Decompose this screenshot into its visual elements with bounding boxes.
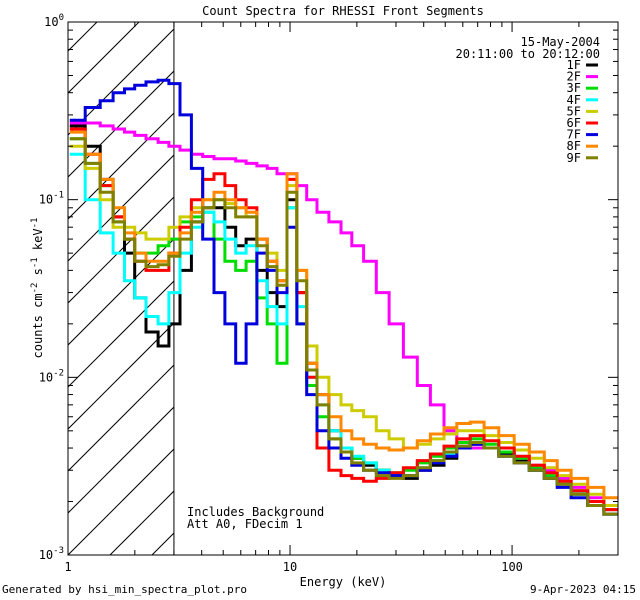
legend-label-5F: 5F	[567, 104, 581, 118]
y-tick-label: 10-1	[39, 191, 64, 207]
legend-label-2F: 2F	[567, 70, 581, 84]
legend-label-8F: 8F	[567, 139, 581, 153]
plot-frame	[67, 21, 619, 556]
hatch-line	[68, 154, 174, 262]
x-axis-label: Energy (keV)	[300, 575, 387, 589]
hatch-line	[68, 364, 174, 472]
series-line-8F	[69, 130, 618, 500]
hatch-line	[68, 280, 174, 388]
hatch-line	[320, 22, 640, 555]
series-group	[69, 78, 618, 516]
series-line-9F	[69, 137, 618, 516]
series-line-4F	[69, 152, 618, 516]
x-tick-label: 1	[64, 560, 71, 574]
axis-ticks: 1 10 100 100 10-1 10-2 10-3	[39, 13, 619, 574]
series-line-3F	[69, 137, 618, 512]
hatch-line	[572, 22, 640, 555]
x-tick-label: 100	[501, 560, 523, 574]
chart-title: Count Spectra for RHESSI Front Segments	[202, 4, 484, 18]
hatch-line	[68, 448, 174, 555]
hatch-line	[0, 22, 13, 555]
legend-label-7F: 7F	[567, 128, 581, 142]
series-line-1F	[69, 124, 618, 516]
y-tick-label: 100	[44, 13, 64, 29]
y-axis-label: counts cm-2 s-1 keV-1	[30, 218, 45, 359]
legend-label-3F: 3F	[567, 81, 581, 95]
y-tick-label: 10-3	[39, 546, 64, 562]
legend-label-6F: 6F	[567, 116, 581, 130]
annotation-background: Includes Background	[187, 505, 324, 519]
legend-label-1F: 1F	[567, 58, 581, 72]
footer-generated-by: Generated by hsi_min_spectra_plot.pro	[2, 583, 248, 596]
hatch-line	[0, 22, 55, 555]
y-tick-label: 10-2	[39, 368, 64, 384]
hatch-line	[68, 70, 174, 178]
legend-label-4F: 4F	[567, 93, 581, 107]
date-label: 15-May-2004	[521, 35, 600, 49]
hatch-line	[68, 238, 174, 346]
hatch-line	[278, 22, 640, 555]
x-tick-label: 10	[283, 560, 297, 574]
annotation-attenuator: Att A0, FDecim 1	[187, 517, 303, 531]
hatch-line	[404, 22, 640, 555]
time-range-label: 20:11:00 to 20:12:00	[456, 47, 601, 61]
hatch-line	[68, 28, 174, 136]
hatch-line	[68, 406, 174, 514]
hatched-region	[0, 22, 640, 555]
hatch-line	[68, 22, 140, 94]
footer-timestamp: 9-Apr-2023 04:15	[530, 583, 636, 596]
legend-label-9F: 9F	[567, 151, 581, 165]
hatch-line	[68, 196, 174, 304]
